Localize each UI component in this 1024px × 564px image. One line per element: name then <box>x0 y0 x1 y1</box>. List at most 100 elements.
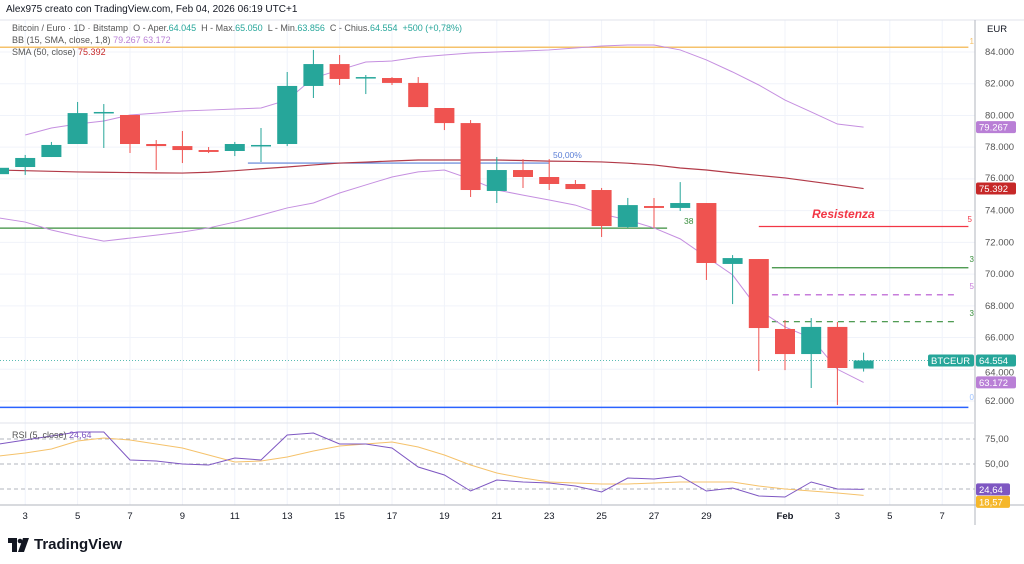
candle-body <box>827 326 848 369</box>
rsi-tick-label: 75,00 <box>985 434 1009 445</box>
time-tick-label: 5 <box>75 511 80 522</box>
rsi-badge-bg <box>976 495 1010 508</box>
time-tick-label: 19 <box>439 511 450 522</box>
candle-body <box>303 64 324 86</box>
fib-38-label: 38 <box>684 216 694 226</box>
candle-body <box>591 190 612 227</box>
candle-body <box>696 203 717 263</box>
candle-body <box>722 258 743 264</box>
bb-lower-line <box>0 169 864 383</box>
currency-label: EUR <box>987 24 1007 35</box>
candle-body <box>224 144 245 151</box>
high-value: 65.050 <box>235 23 263 33</box>
time-tick-label: 17 <box>387 511 398 522</box>
candle-body <box>251 144 271 147</box>
level-label: 3 <box>970 255 975 264</box>
price-tick-label: 84.000 <box>985 47 1014 58</box>
symbol-name: Bitcoin / Euro · 1D · Bitstamp <box>12 23 129 33</box>
candle-body <box>513 170 533 178</box>
candle-body <box>120 114 140 145</box>
time-tick-label: 7 <box>940 511 945 522</box>
price-badge-bg <box>976 376 1016 389</box>
candle-body <box>41 144 62 158</box>
price-tick-label: 64.000 <box>985 367 1014 378</box>
low-label: L - Min. <box>267 23 298 33</box>
price-tick-label: 80.000 <box>985 110 1014 121</box>
candle-body <box>434 107 455 124</box>
rsi-ma-line <box>0 437 864 496</box>
candle-body <box>15 157 36 168</box>
time-tick-label: 13 <box>282 511 293 522</box>
candle-body <box>775 328 795 355</box>
close-label: C - Chius. <box>329 23 370 33</box>
time-tick-label: 29 <box>701 511 712 522</box>
time-tick-label: 25 <box>596 511 607 522</box>
candle-body <box>198 150 219 152</box>
time-tick-label: 15 <box>334 511 345 522</box>
time-tick-label: 23 <box>544 511 555 522</box>
sma-legend[interactable]: SMA (50, close) 75.392 <box>12 47 106 57</box>
candle-body <box>460 123 481 191</box>
time-tick-label: 9 <box>180 511 185 522</box>
resistance-label: Resistenza <box>812 207 875 221</box>
chart-header: Alex975 creato con TradingView.com, Feb … <box>6 4 298 15</box>
sma-label: SMA (50, close) <box>12 47 76 57</box>
candle-body <box>355 77 376 79</box>
time-tick-label: 3 <box>835 511 840 522</box>
level-label: 3 <box>970 309 975 318</box>
close-value: 64.554 <box>369 23 398 33</box>
time-tick-label: Feb <box>777 511 794 522</box>
candle-body <box>617 205 638 227</box>
price-badge: 75.392 <box>979 184 1008 195</box>
price-badge-bg <box>976 121 1016 134</box>
change-value: +500 (+0,78%) <box>402 23 463 33</box>
price-badge: 63.172 <box>979 378 1008 389</box>
sma-value: 75.392 <box>78 47 106 57</box>
time-tick-label: 5 <box>887 511 892 522</box>
time-tick-label: 11 <box>230 511 240 522</box>
rsi-badge: 18,57 <box>979 497 1003 508</box>
price-tick-label: 78.000 <box>985 142 1014 153</box>
time-tick-label: 27 <box>649 511 660 522</box>
rsi-value: 24,64 <box>69 430 92 440</box>
level-label: 5 <box>970 282 975 291</box>
bb-upper-line <box>25 44 864 136</box>
open-label: O - Aper. <box>133 23 169 33</box>
open-value: 64.045 <box>168 23 197 33</box>
candle-body <box>670 203 691 208</box>
bb-label: BB (15, SMA, close, 1,8) <box>12 35 111 45</box>
bb-upper-value: 79.267 <box>113 35 141 45</box>
level-label: 0 <box>970 393 975 402</box>
rsi-badge-bg <box>976 483 1010 496</box>
candle-body <box>801 326 822 355</box>
rsi-badge: 24,64 <box>979 485 1003 496</box>
tradingview-logo[interactable]: TradingView <box>8 536 122 553</box>
low-value: 63.856 <box>297 23 325 33</box>
sma50-line <box>0 159 864 190</box>
symbol-legend: Bitcoin / Euro · 1D · Bitstamp O - Aper.… <box>12 23 462 33</box>
high-label: H - Max. <box>201 23 236 33</box>
price-badge: 79.267 <box>979 123 1008 134</box>
price-badge-bg <box>976 182 1016 195</box>
candle-body <box>277 85 298 145</box>
candle-body <box>408 82 429 108</box>
bb-legend[interactable]: BB (15, SMA, close, 1,8) 79.267 63.172 <box>12 35 171 45</box>
price-tick-label: 70.000 <box>985 269 1014 280</box>
price-tick-label: 66.000 <box>985 333 1014 344</box>
candle-body <box>486 170 507 191</box>
candle-body <box>539 177 560 184</box>
candle-body <box>565 183 586 190</box>
time-tick-label: 7 <box>127 511 132 522</box>
time-tick-label: 3 <box>23 511 28 522</box>
candle-body <box>382 78 402 83</box>
candle-body <box>93 111 114 114</box>
candle-body <box>0 167 9 175</box>
time-tick-label: 21 <box>492 511 503 522</box>
rsi-line <box>0 431 864 498</box>
candle-body <box>853 360 874 369</box>
bb-lower-value: 63.172 <box>143 35 171 45</box>
rsi-legend[interactable]: RSI (5, close) 24,64 <box>12 430 92 440</box>
rsi-tick-label: 50,00 <box>985 459 1009 470</box>
symbol-badge-bg <box>928 354 974 367</box>
